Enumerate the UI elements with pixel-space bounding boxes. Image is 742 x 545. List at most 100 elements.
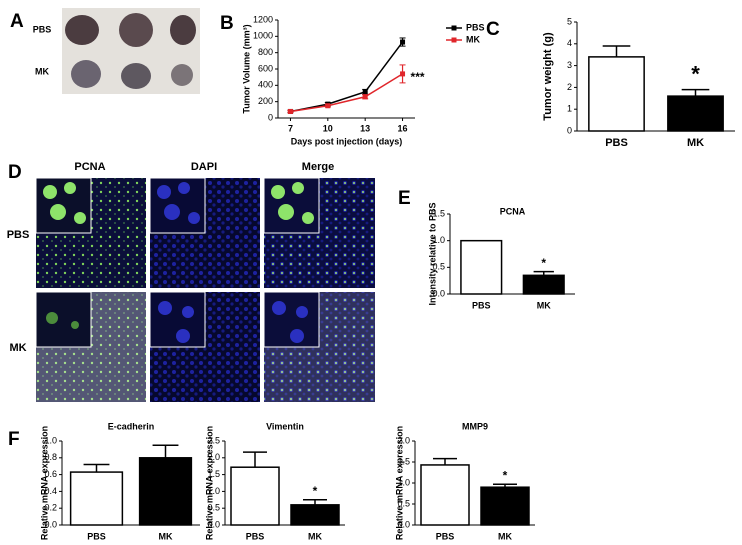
y-tick-label: 4 <box>567 38 572 48</box>
x-tick-label: MK <box>308 531 322 541</box>
y-tick-label: 0.5 <box>207 503 220 513</box>
panel-letter: C <box>486 19 500 40</box>
x-tick-label: 10 <box>323 123 333 133</box>
x-tick-label: MK <box>687 137 704 149</box>
row-label: MK <box>35 66 49 76</box>
panel-letter: D <box>8 162 22 183</box>
y-tick-label: 3 <box>567 60 572 70</box>
micrographs <box>35 177 375 402</box>
y-tick-label: 2.0 <box>397 435 410 445</box>
y-tick-label: 0.2 <box>44 503 57 513</box>
y-tick-label: 0.4 <box>44 486 57 496</box>
x-tick-label: 13 <box>360 123 370 133</box>
y-tick-label: 200 <box>258 96 273 106</box>
y-tick-label: 0 <box>567 125 572 135</box>
y-tick-label: 2.0 <box>207 452 220 462</box>
row-label: MK <box>9 342 26 354</box>
y-tick-label: 0.5 <box>397 498 410 508</box>
legend-label: PBS <box>466 22 485 32</box>
bar <box>460 239 503 295</box>
y-axis-label: Intensity relative to PBS <box>427 202 437 305</box>
chart-title: PCNA <box>500 206 526 216</box>
marker <box>400 39 406 45</box>
bar <box>667 95 724 132</box>
bar <box>480 486 530 526</box>
y-tick-label: 1000 <box>253 31 273 41</box>
y-axis-label: Relative mRNA expression <box>39 426 49 540</box>
y-axis-label: Tumor Volume (mm³) <box>241 24 251 113</box>
x-tick-label: PBS <box>472 300 491 310</box>
column-label: PCNA <box>74 161 105 173</box>
panel-letter: A <box>10 11 24 32</box>
legend-marker <box>451 37 457 43</box>
bar <box>420 464 470 526</box>
panel-letter: F <box>8 429 20 450</box>
y-tick-label: 2 <box>567 82 572 92</box>
y-tick-label: 0.0 <box>432 288 445 298</box>
row-label: PBS <box>33 24 52 34</box>
x-tick-label: PBS <box>246 531 265 541</box>
y-tick-label: 400 <box>258 80 273 90</box>
x-tick-label: MK <box>159 531 173 541</box>
x-tick-label: PBS <box>87 531 106 541</box>
y-tick-label: 1.0 <box>432 235 445 245</box>
marker <box>287 108 293 114</box>
bar <box>69 471 124 526</box>
x-axis-label: Days post injection (days) <box>291 136 403 146</box>
annotation: *** <box>411 70 425 84</box>
y-tick-label: 0 <box>268 112 273 122</box>
x-tick-label: MK <box>498 531 512 541</box>
bar <box>138 457 193 526</box>
chart-title: MMP9 <box>462 421 488 431</box>
y-tick-label: 800 <box>258 47 273 57</box>
panel-letter: B <box>220 13 234 34</box>
y-tick-label: 1.5 <box>207 469 220 479</box>
y-tick-label: 5 <box>567 16 572 26</box>
annotation: * <box>541 256 546 270</box>
bar <box>522 274 565 295</box>
annotation: * <box>313 484 318 498</box>
x-tick-label: 16 <box>398 123 408 133</box>
x-tick-label: PBS <box>436 531 455 541</box>
legend-marker <box>451 25 457 31</box>
annotation: * <box>691 61 700 86</box>
y-tick-label: 0.0 <box>44 519 57 529</box>
y-tick-label: 1.5 <box>432 208 445 218</box>
annotation: * <box>503 468 508 482</box>
legend-label: MK <box>466 34 480 44</box>
y-tick-label: 1 <box>567 104 572 114</box>
y-tick-label: 0.6 <box>44 469 57 479</box>
y-tick-label: 600 <box>258 63 273 73</box>
bar <box>290 504 340 526</box>
y-tick-label: 2.5 <box>207 435 220 445</box>
y-tick-label: 0.8 <box>44 452 57 462</box>
marker <box>362 89 368 95</box>
y-tick-label: 0.5 <box>432 262 445 272</box>
y-tick-label: 0.0 <box>397 519 410 529</box>
marker <box>362 94 368 100</box>
y-axis-label: Relative mRNA expression <box>204 426 214 540</box>
bar <box>230 466 280 526</box>
chart-title: E-cadherin <box>108 421 155 431</box>
y-tick-label: 1.0 <box>207 486 220 496</box>
series-line <box>290 41 404 113</box>
y-axis-label: Tumor weight (g) <box>542 32 554 121</box>
column-label: Merge <box>302 161 334 173</box>
y-axis-label: Relative mRNA expression <box>394 426 404 540</box>
chart-title: Vimentin <box>266 421 304 431</box>
x-tick-label: PBS <box>605 137 628 149</box>
series-line <box>290 73 403 113</box>
y-tick-label: 0.0 <box>207 519 220 529</box>
tumors <box>65 13 196 89</box>
column-label: DAPI <box>191 161 217 173</box>
y-tick-label: 1.0 <box>397 477 410 487</box>
y-tick-label: 1.0 <box>44 435 57 445</box>
y-tick-label: 1.5 <box>397 456 410 466</box>
row-label: PBS <box>7 229 30 241</box>
marker <box>325 103 331 109</box>
panel-letter: E <box>398 188 411 209</box>
marker <box>400 71 406 77</box>
x-tick-label: 7 <box>288 123 293 133</box>
